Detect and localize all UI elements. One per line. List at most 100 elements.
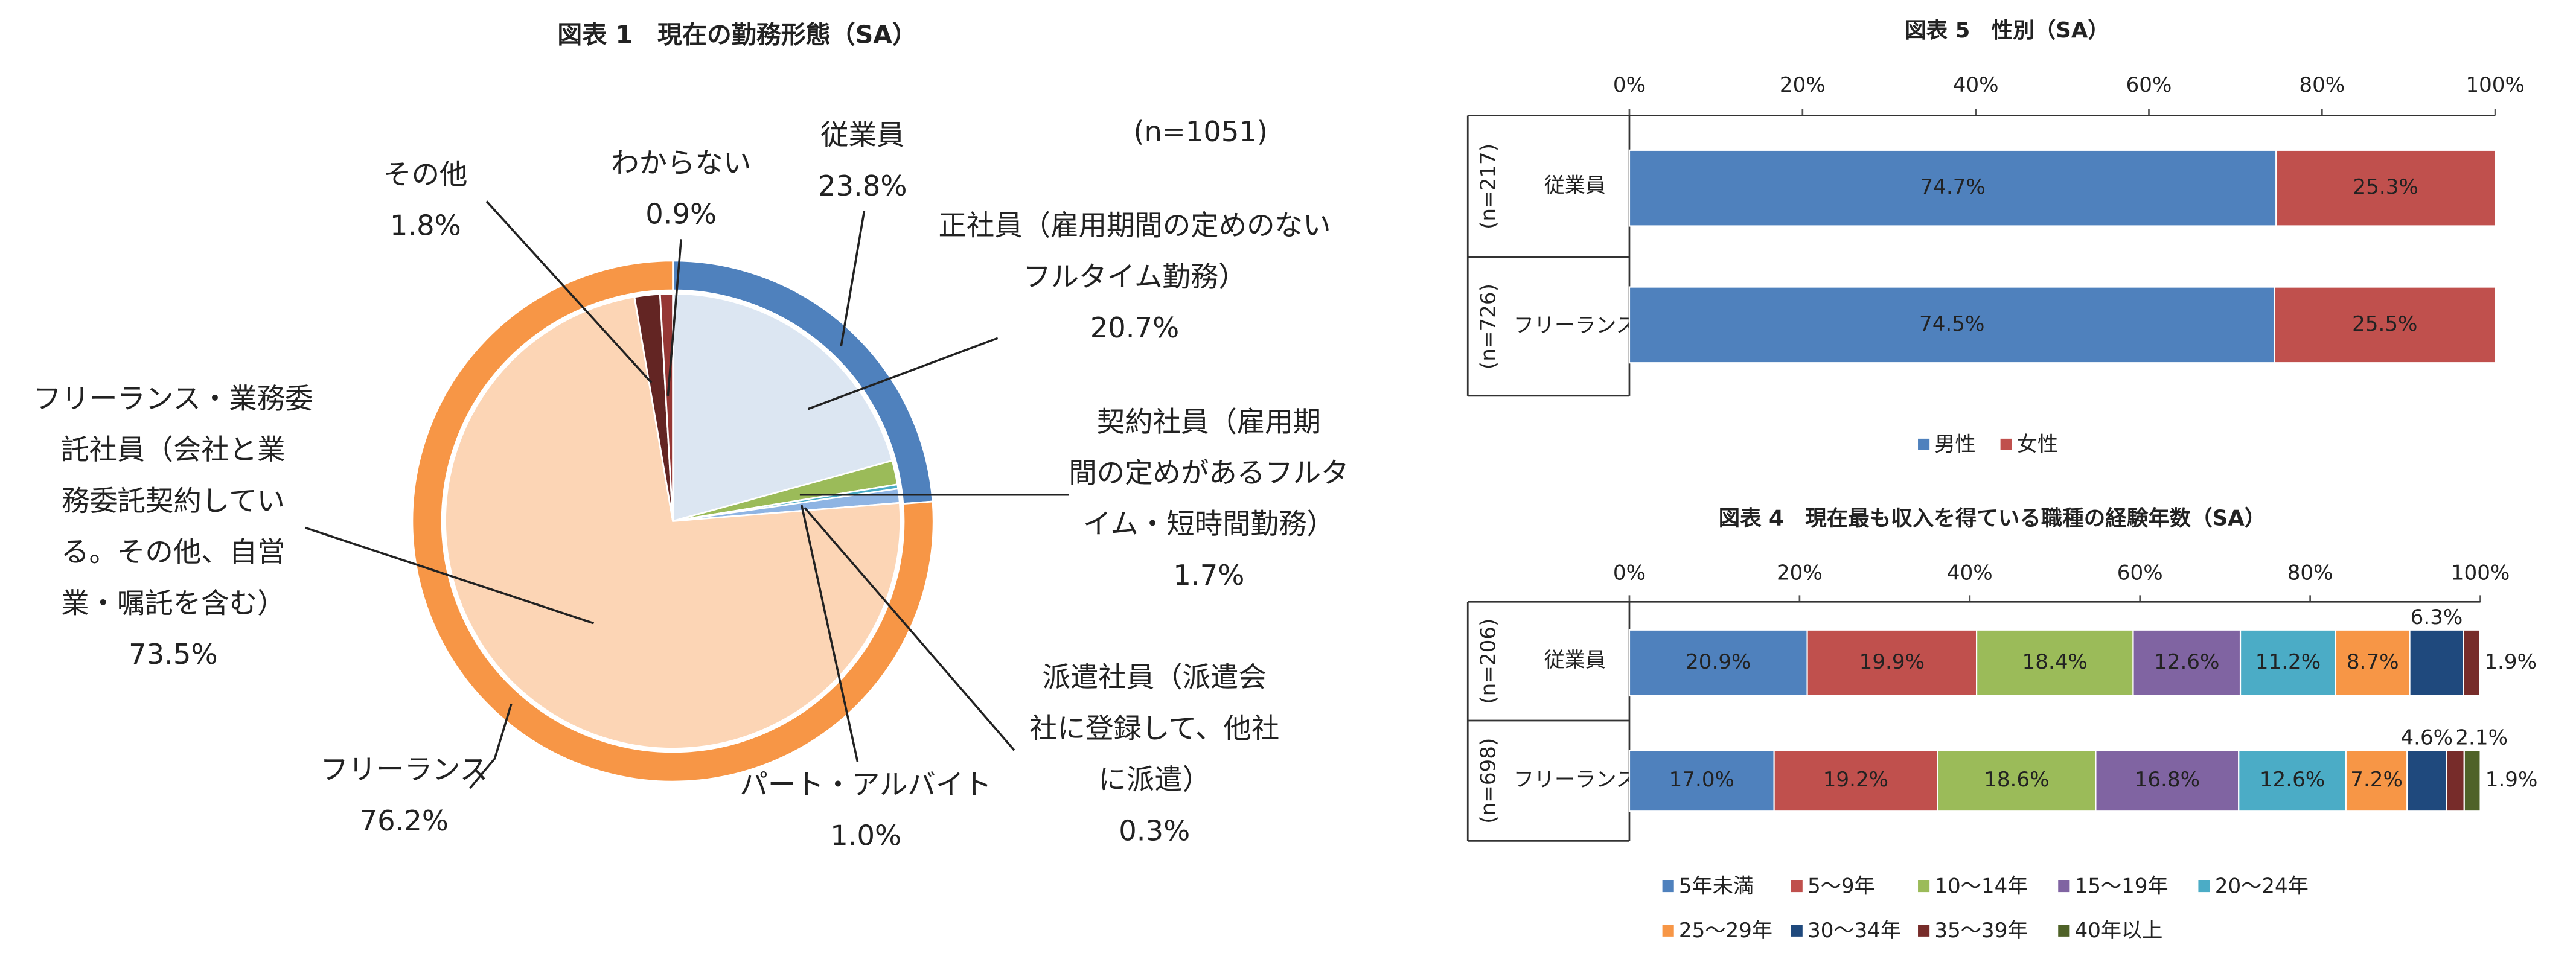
value-label: 16.8% bbox=[2135, 768, 2200, 792]
value-label: 0.9% bbox=[645, 198, 717, 231]
leader-line bbox=[469, 704, 513, 789]
slice-label: る。その他、自営 bbox=[61, 536, 285, 568]
slice-label: 正社員（雇用期間の定めのない bbox=[938, 209, 1331, 242]
bar-segment bbox=[2406, 750, 2447, 812]
bar-segment bbox=[1628, 750, 1775, 812]
value-label: 12.6% bbox=[2154, 650, 2219, 674]
legend-swatch bbox=[2058, 925, 2070, 937]
value-label: 25.5% bbox=[2352, 312, 2417, 336]
bar-segment bbox=[2463, 629, 2481, 697]
value-label: 18.6% bbox=[1984, 768, 2049, 792]
chart-title: 図表 1 現在の勤務形態（SA） bbox=[557, 20, 917, 49]
leader-line bbox=[800, 504, 859, 762]
legend-label: 15～19年 bbox=[2075, 874, 2169, 898]
bar-segment bbox=[2335, 629, 2411, 697]
legend-label: 35～39年 bbox=[1934, 919, 2028, 943]
slice-label: 間の定めがあるフルタ bbox=[1069, 456, 1349, 489]
sample-size: (n=217) bbox=[1476, 144, 1500, 229]
value-label: 7.2% bbox=[2350, 768, 2403, 792]
value-label: 8.7% bbox=[2347, 650, 2399, 674]
legend-swatch bbox=[1791, 880, 1803, 893]
value-label: 1.9% bbox=[2484, 650, 2537, 674]
pie-slice bbox=[672, 293, 893, 523]
slice-label: 託社員（会社と業 bbox=[61, 433, 285, 466]
slice-label: 務委託契約してい bbox=[62, 485, 285, 517]
bar-segment bbox=[2409, 629, 2464, 697]
x-tick-label: 40% bbox=[1947, 561, 1993, 585]
value-label: 1.9% bbox=[2485, 768, 2538, 792]
legend-label: 30～34年 bbox=[1807, 919, 1901, 943]
bar-segment bbox=[2463, 750, 2481, 812]
leader-line bbox=[840, 211, 866, 347]
value-label: 4.6% bbox=[2400, 726, 2453, 750]
bar-segment bbox=[2095, 750, 2240, 812]
slice-label: フリーランス・業務委 bbox=[33, 383, 313, 415]
bar-segment bbox=[2274, 286, 2496, 364]
legend-swatch bbox=[1918, 438, 1930, 450]
bar-segment bbox=[2239, 629, 2337, 697]
value-label: 76.2% bbox=[360, 804, 449, 837]
chart-title: 図表 4 現在最も収入を得ている職種の経験年数（SA） bbox=[1719, 506, 2266, 531]
legend-swatch bbox=[2000, 438, 2012, 450]
x-tick-label: 100% bbox=[2466, 73, 2525, 97]
slice-label: フルタイム勤務） bbox=[1023, 260, 1246, 293]
legend-swatch bbox=[1791, 925, 1803, 937]
slice-label: その他 bbox=[383, 158, 467, 191]
bar-segment bbox=[1628, 149, 2277, 227]
y-tick-label: 従業員 bbox=[1544, 648, 1606, 672]
sample-size: (n=698) bbox=[1476, 738, 1500, 824]
value-label: 6.3% bbox=[2411, 605, 2463, 629]
slice-label: 業・嘱託を含む） bbox=[61, 587, 285, 619]
value-label: 19.9% bbox=[1859, 650, 1925, 674]
legend-swatch bbox=[2058, 880, 2070, 893]
bar-segment bbox=[2446, 750, 2465, 812]
legend-label: 10～14年 bbox=[1934, 874, 2028, 898]
value-label: 19.2% bbox=[1823, 768, 1888, 792]
value-label: 18.4% bbox=[2022, 650, 2088, 674]
sample-size: (n=206) bbox=[1476, 619, 1500, 704]
legend-label: 5年未満 bbox=[1679, 874, 1754, 898]
slice-label: パート・アルバイト bbox=[740, 768, 991, 801]
legend-label: 20～24年 bbox=[2215, 874, 2309, 898]
slice-label: 派遣社員（派遣会 bbox=[1043, 661, 1267, 693]
slice-label: わからない bbox=[611, 147, 751, 179]
slice-label: 従業員 bbox=[820, 118, 904, 151]
value-label: 20.7% bbox=[1090, 311, 1179, 344]
x-tick-label: 60% bbox=[2117, 561, 2163, 585]
value-label: 17.0% bbox=[1669, 768, 1734, 792]
x-tick-label: 0% bbox=[1613, 73, 1646, 97]
chart-title: 図表 5 性別（SA） bbox=[1905, 18, 2109, 43]
y-tick-label: 従業員 bbox=[1544, 173, 1606, 197]
legend-label: 25～29年 bbox=[1679, 919, 1772, 943]
value-label: 2.1% bbox=[2455, 726, 2508, 750]
slice-label: 契約社員（雇用期 bbox=[1097, 406, 1321, 438]
y-tick-label: フリーランス bbox=[1513, 768, 1637, 792]
x-tick-label: 80% bbox=[2287, 561, 2333, 585]
slice-label: に派遣） bbox=[1098, 763, 1210, 796]
bar-segment bbox=[1773, 750, 1938, 812]
value-label: 73.5% bbox=[129, 638, 217, 670]
pie-slice bbox=[444, 296, 901, 750]
value-label: 1.0% bbox=[830, 819, 901, 852]
value-label: 0.3% bbox=[1119, 814, 1190, 847]
leader-line bbox=[666, 239, 682, 396]
value-label: 74.7% bbox=[1920, 175, 1985, 199]
value-label: 11.2% bbox=[2255, 650, 2321, 674]
legend-label: 5～9年 bbox=[1807, 874, 1875, 898]
value-label: 74.5% bbox=[1919, 312, 1984, 336]
leader-line bbox=[304, 526, 594, 625]
x-tick-label: 80% bbox=[2299, 73, 2345, 97]
legend-swatch bbox=[2198, 880, 2210, 893]
pie-slice bbox=[411, 260, 935, 783]
leader-line bbox=[804, 507, 1015, 751]
pie-slice bbox=[659, 293, 674, 521]
legend-swatch bbox=[1918, 880, 1930, 893]
bar-segment bbox=[1806, 629, 1978, 697]
slice-label: イム・短時間勤務） bbox=[1083, 508, 1335, 540]
value-label: 12.6% bbox=[2260, 768, 2325, 792]
leader-line bbox=[485, 200, 653, 384]
legend-swatch bbox=[1662, 925, 1674, 937]
value-label: 20.9% bbox=[1686, 650, 1751, 674]
